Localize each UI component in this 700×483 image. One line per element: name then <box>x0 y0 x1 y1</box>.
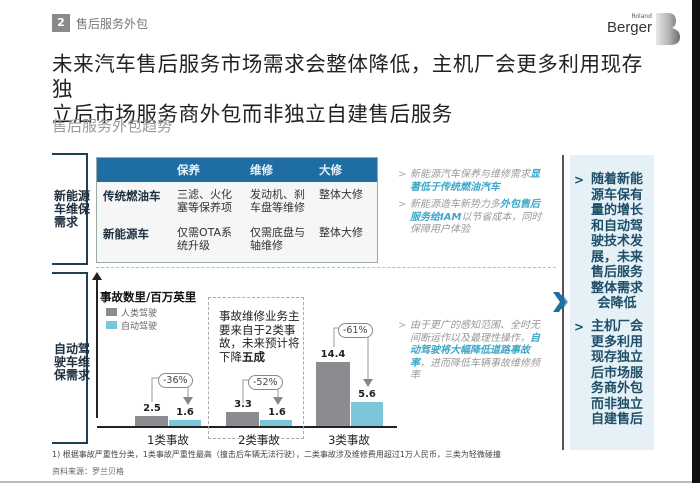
section-title: 售后服务外包 <box>76 17 149 31</box>
note-nev-outsourcing: > 新能源造车新势力多外包售后服务给IAM以节省成本，同时保障用户体验 <box>398 199 542 235</box>
title-line-2: 立后市场服务商外包而非独立自建售后服务 <box>52 102 453 126</box>
category-label: 2类事故 <box>238 433 280 447</box>
value-label: 2.5 <box>143 403 161 414</box>
bullet-icon: > <box>398 169 407 180</box>
x-axis <box>97 426 397 428</box>
value-label: 5.6 <box>358 389 376 400</box>
label-line: 需求 <box>54 215 79 229</box>
logo-small-text: Roland <box>631 13 652 20</box>
table-cell: 仅需底盘与 轴维修 <box>250 226 305 252</box>
bar-auto-cat3 <box>351 402 383 426</box>
bullet-icon: > <box>574 173 585 187</box>
y-axis-arrow-icon <box>92 272 102 280</box>
bar-human-cat2 <box>226 412 259 426</box>
chart-title: 事故数里/百万英里 <box>100 290 197 304</box>
roland-berger-logo-text: Roland Berger <box>604 13 652 36</box>
bar-human-cat1 <box>135 416 168 426</box>
legend-label-auto: 自动驾驶 <box>121 322 158 332</box>
table-cell: 三滤、火化 塞等保养项 <box>177 188 232 214</box>
table-cell: 整体大修 <box>319 188 363 201</box>
section-number-badge: 2 <box>52 14 70 32</box>
note-ad-accident: > 由于更广的感知范围、全时无间断运作以及最理性操作，自动驾驶将大幅降低道路事故率… <box>398 320 540 381</box>
page-title: 未来汽车售后服务市场需求会整体降低，主机厂会更多利用现存独 立后市场服务商外包而… <box>52 52 652 127</box>
category-label: 1类事故 <box>147 433 189 447</box>
double-chevron-right-icon <box>553 292 568 312</box>
bullet-icon: > <box>574 320 585 334</box>
table-header-row: 保养 维修 大修 <box>97 158 377 182</box>
label-line: 车维保 <box>54 202 91 216</box>
table-row-label-nev: 新能源车 <box>103 227 149 241</box>
callout-text: 事故维修业务主要来自于2类事故，未来预计将下降五成 <box>219 309 300 364</box>
legend-label-human: 人类驾驶 <box>121 309 158 319</box>
legend-swatch-human <box>106 308 117 316</box>
bar-auto-cat2 <box>260 420 292 426</box>
table-cell: 整体大修 <box>319 226 363 239</box>
label-line: 自动驾 <box>54 342 91 356</box>
value-label: 1.6 <box>268 407 286 418</box>
legend-swatch-auto <box>106 321 117 329</box>
footnote: 1) 根据事故严重性分类，1类事故严重性最高（撞击后车辆无法行驶），二类事故涉及… <box>52 450 501 459</box>
section-divider <box>96 267 556 268</box>
roland-berger-b-logo-icon <box>656 13 680 45</box>
summary-point-2: 主机厂会 更多利用 现存独立 后市场服 务商外包 而非独立 自建售后 <box>590 319 643 427</box>
summary-point-1: 随着新能 源车保有 量的增长 和自动驾 驶技术发 展，未来 售后服务 整体需求 会降低 <box>590 172 643 311</box>
value-label: 14.4 <box>320 349 346 360</box>
callout-box <box>208 297 304 439</box>
bar-auto-cat1 <box>169 420 201 426</box>
y-axis <box>96 278 98 418</box>
change-badge-cat3: -61% <box>338 323 373 338</box>
ad-section-label: 自动驾 驶车维 保需求 <box>54 343 90 382</box>
logo-big-text: Berger <box>606 19 652 36</box>
nev-section-bracket <box>52 153 88 265</box>
bullet-icon: > <box>398 320 407 331</box>
bottom-border <box>0 481 700 483</box>
change-badge-cat1: -36% <box>158 373 193 388</box>
summary-panel: > 随着新能 源车保有 量的增长 和自动驾 驶技术发 展，未来 售后服务 整体需求 会降低 … <box>570 155 654 450</box>
table-cell: 发动机、刹 车盘等维修 <box>250 188 305 214</box>
table-header-maintenance: 保养 <box>177 163 200 177</box>
table-header-overhaul: 大修 <box>319 163 342 177</box>
note-nev-demand: > 新能源汽车保养与维修需求显著低于传统燃油汽车 <box>398 169 540 193</box>
right-edge-border <box>692 0 700 483</box>
bullet-icon: > <box>398 199 407 210</box>
bar-human-cat3 <box>316 362 350 426</box>
nev-section-label: 新能源 车维保 需求 <box>54 190 90 229</box>
category-label: 3类事故 <box>328 433 370 447</box>
label-line: 保需求 <box>54 368 91 382</box>
label-line: 驶车维 <box>54 355 91 369</box>
table-header-repair: 维修 <box>250 163 273 177</box>
table-row-label-ice: 传统燃油车 <box>103 189 161 203</box>
title-line-1: 未来汽车售后服务市场需求会整体降低，主机厂会更多利用现存独 <box>52 52 643 101</box>
value-label: 3.3 <box>234 399 252 410</box>
label-line: 新能源 <box>54 189 91 203</box>
maintenance-comparison-table: 保养 维修 大修 传统燃油车 三滤、火化 塞等保养项 发动机、刹 车盘等维修 整体大… <box>96 157 378 263</box>
change-badge-cat2: -52% <box>248 375 283 390</box>
page-subtitle: 售后服务外包趋势 <box>52 117 173 135</box>
source-note: 资料来源：罗兰贝格 <box>52 467 124 476</box>
ad-section-bracket <box>52 272 88 444</box>
table-cell: 仅需OTA系 统升级 <box>177 226 233 252</box>
value-label: 1.6 <box>176 407 194 418</box>
